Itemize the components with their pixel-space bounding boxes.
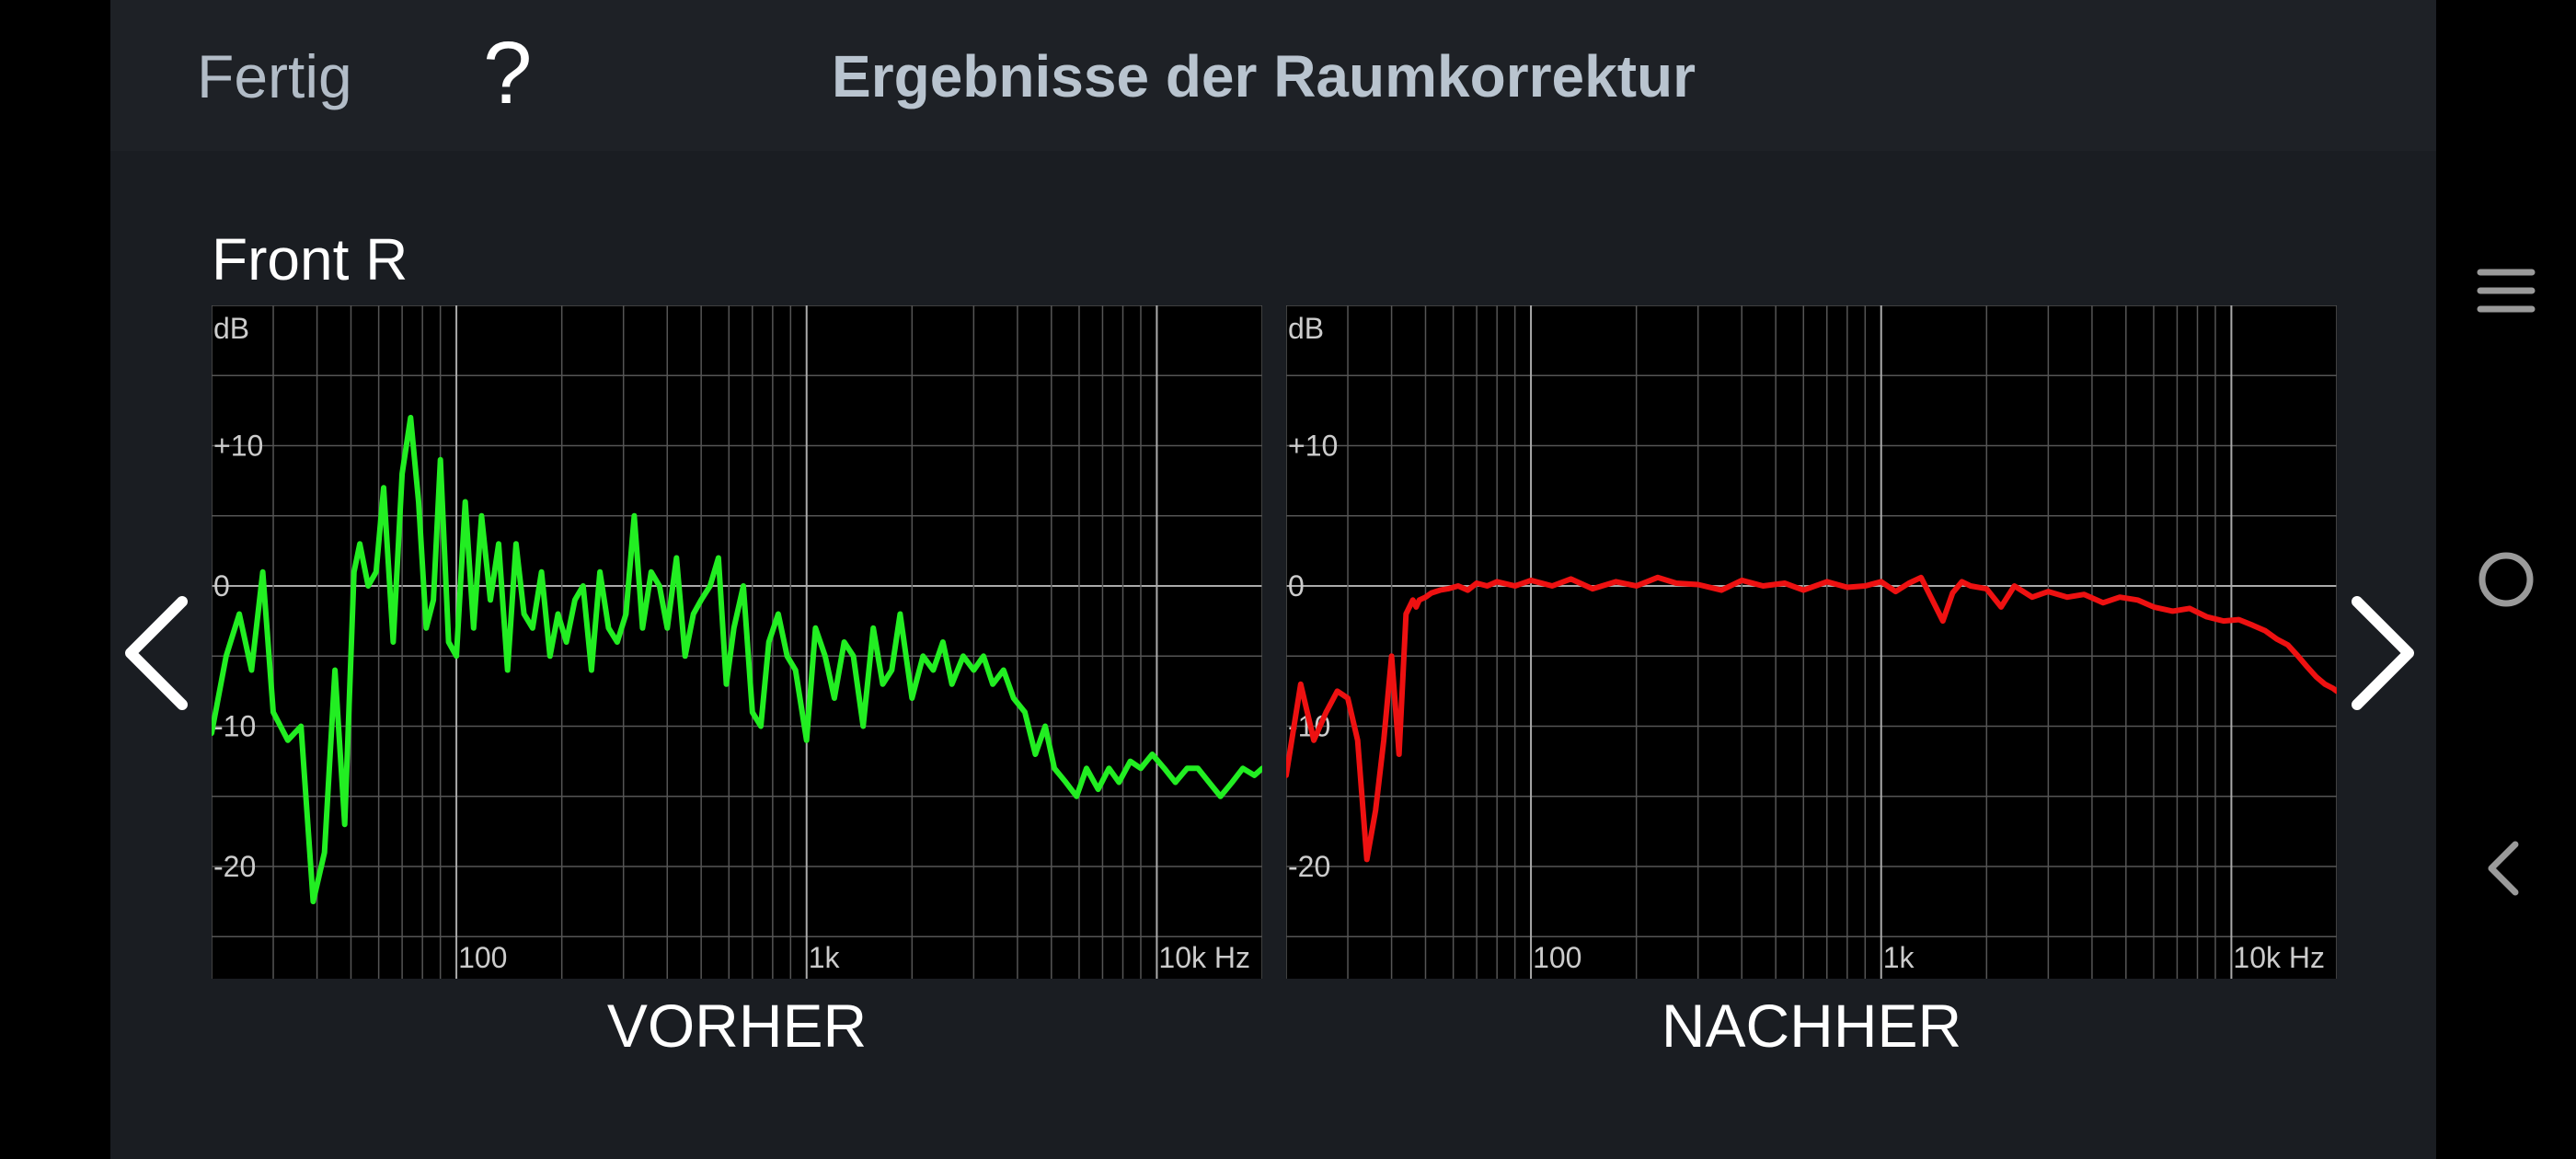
- chart-before-ytick-label: +10: [213, 430, 263, 463]
- chart-after-label: NACHHER: [1661, 992, 1962, 1060]
- chevron-left-icon: [125, 596, 188, 710]
- chart-after-ylabel: dB: [1288, 312, 1324, 345]
- chart-after-curve: [1286, 574, 2337, 863]
- next-channel-button[interactable]: [2340, 589, 2423, 717]
- chart-before-curve: [212, 415, 1262, 905]
- chart-before-svg: dB +10 0 -10 -20 100 1k 10k Hz: [212, 305, 1262, 979]
- chart-after-xtick-label: 10k Hz: [2233, 941, 2325, 974]
- page-title: Ergebnisse der Raumkorrektur: [832, 43, 1696, 109]
- channel-label: Front R: [212, 226, 408, 293]
- chart-after-ytick-label: 0: [1288, 569, 1305, 602]
- chart-before-xtick-label: 100: [458, 941, 507, 974]
- chart-before-ytick-label: 0: [213, 569, 230, 602]
- back-icon: [2488, 841, 2519, 896]
- chart-after-ytick-label: +10: [1288, 430, 1338, 463]
- chart-before-label: VORHER: [606, 992, 868, 1060]
- chart-after-xtick-label: 100: [1533, 941, 1581, 974]
- chevron-right-icon: [2352, 596, 2414, 710]
- home-button[interactable]: [2473, 546, 2539, 613]
- recent-apps-button[interactable]: [2473, 258, 2539, 324]
- header-bar: Fertig ? Ergebnisse der Raumkorrektur: [110, 0, 2436, 151]
- system-navigation-bar: [2436, 0, 2576, 1159]
- chart-after-ytick-label: -20: [1288, 850, 1330, 883]
- prev-channel-button[interactable]: [116, 589, 199, 717]
- chart-after: dB +10 0 -10 -20 100 1k 10k Hz: [1286, 305, 2337, 979]
- chart-before-ytick-label: -10: [213, 710, 256, 743]
- chart-before-ylabel: dB: [213, 312, 249, 345]
- chart-before-ytick-label: -20: [213, 850, 256, 883]
- menu-icon: [2477, 269, 2536, 313]
- chart-after-xtick-label: 1k: [1883, 941, 1915, 974]
- help-button[interactable]: ?: [483, 24, 533, 122]
- app-window: Fertig ? Ergebnisse der Raumkorrektur Fr…: [110, 0, 2436, 1159]
- done-button[interactable]: Fertig: [197, 42, 352, 110]
- home-icon: [2478, 552, 2534, 607]
- back-button[interactable]: [2473, 835, 2539, 901]
- chart-before-xtick-label: 10k Hz: [1158, 941, 1250, 974]
- chart-before-xtick-label: 1k: [809, 941, 841, 974]
- chart-before: dB +10 0 -10 -20 100 1k 10k Hz: [212, 305, 1262, 979]
